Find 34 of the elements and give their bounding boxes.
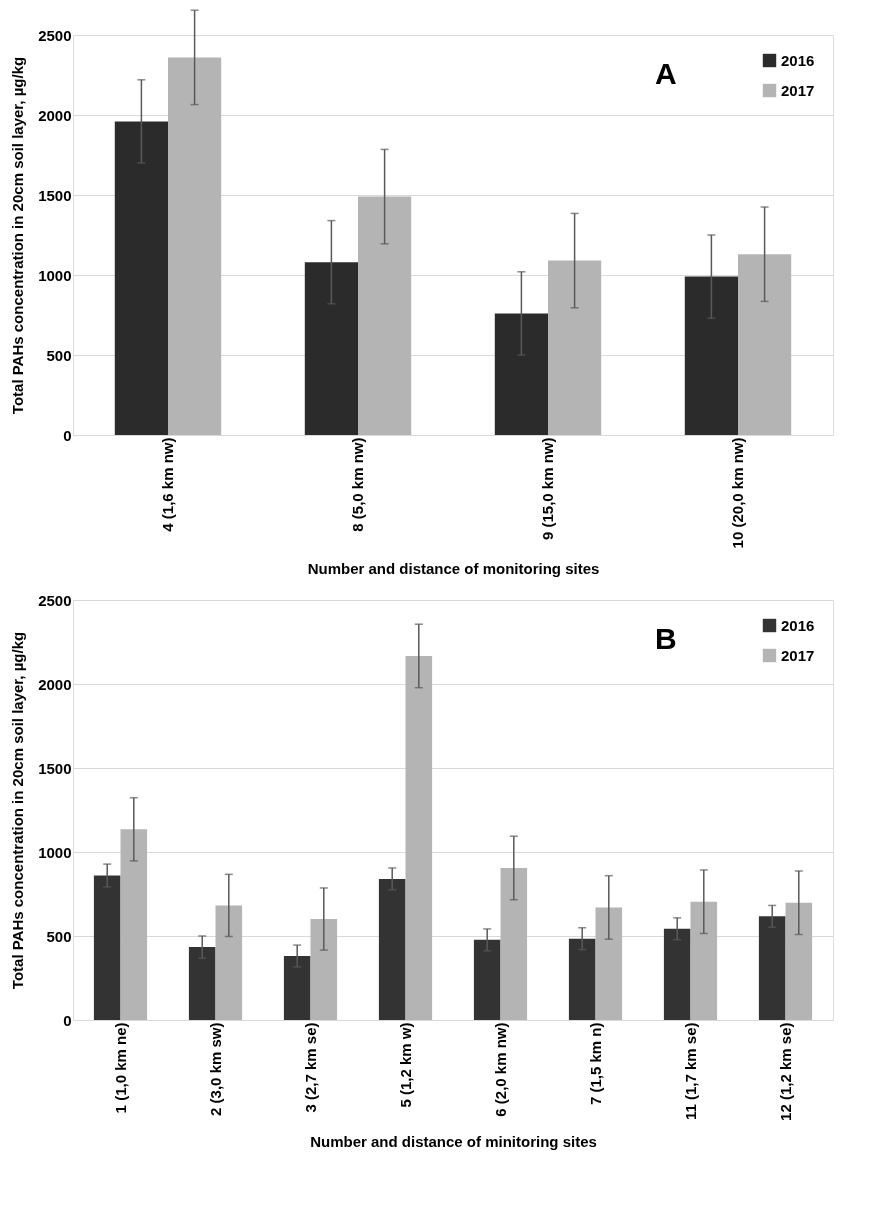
x-axis-title: Number and distance of monitoring sites: [307, 560, 600, 578]
y-tick-label: 500: [46, 927, 72, 945]
x-tick-label: 5 (1,2 km w): [396, 1022, 414, 1108]
y-tick-label: 0: [63, 1011, 72, 1029]
y-tick-label: 0: [63, 426, 72, 444]
y-tick-label: 1500: [38, 759, 72, 777]
x-tick-label: 4 (1,6 km nw): [159, 437, 176, 532]
x-axis-title: Number and distance of minitoring sites: [310, 1132, 597, 1150]
x-tick-label: 2 (3,0 km sw): [206, 1022, 224, 1116]
x-tick-label: 12 (1,2 km se): [776, 1022, 794, 1121]
y-tick-label: 2500: [38, 591, 72, 609]
legend-label: 2017: [781, 646, 815, 664]
y-tick-label: 2500: [38, 26, 72, 44]
annotation: A: [654, 57, 677, 90]
y-tick-label: 500: [46, 346, 72, 364]
x-tick-label: 11 (1,7 km se): [681, 1022, 699, 1121]
x-tick-label: 6 (2,0 km nw): [491, 1022, 509, 1117]
legend-label: 2016: [781, 616, 815, 634]
legend-label: 2017: [781, 81, 815, 99]
y-axis-title: Total PAHs concentration in 20cm soil layer, µg/kg: [9, 631, 27, 990]
y-axis-title: Total PAHs concentration in 20cm soil layer, µg/kg: [9, 56, 27, 415]
legend-label: 2016: [781, 51, 815, 69]
x-tick-label: 8 (5,0 km nw): [349, 437, 366, 532]
x-tick-label: 7 (1,5 km n): [586, 1022, 604, 1106]
y-tick-label: 1500: [38, 186, 72, 204]
y-tick-label: 2000: [38, 106, 72, 124]
y-tick-label: 1000: [38, 266, 72, 284]
y-tick-label: 2000: [38, 675, 72, 693]
x-tick-label: 3 (2,7 km se): [301, 1022, 319, 1113]
x-tick-label: 10 (20,0 km nw): [729, 437, 746, 549]
x-tick-label: 1 (1,0 km ne): [111, 1022, 129, 1114]
y-tick-label: 1000: [38, 843, 72, 861]
annotation: B: [654, 622, 677, 655]
x-tick-label: 9 (15,0 km nw): [539, 437, 556, 541]
